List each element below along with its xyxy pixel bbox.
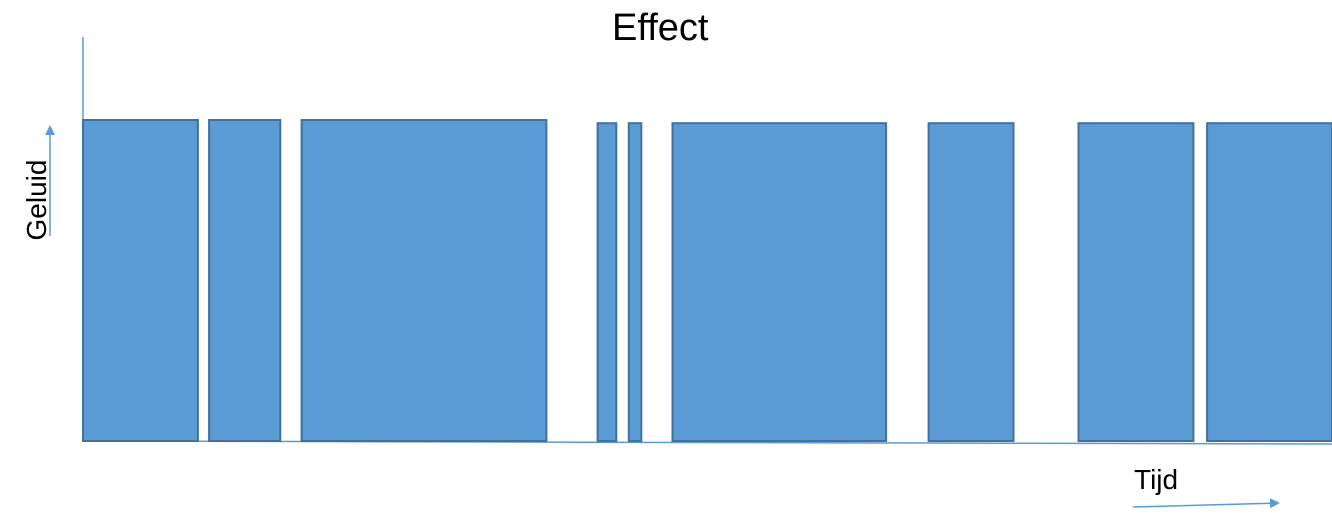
x-axis-line [82, 440, 1332, 445]
bar-1 [82, 119, 199, 442]
bar-3 [300, 119, 548, 442]
y-axis-label: Geluid [21, 159, 52, 241]
bar-8 [1077, 122, 1195, 442]
bars [82, 119, 1332, 442]
bar-5 [627, 122, 643, 442]
x-axis-label: Tijd [1134, 464, 1179, 495]
x-direction-arrow [1132, 498, 1280, 509]
bar-4 [596, 122, 618, 442]
bar-6 [671, 122, 888, 442]
bar-2 [208, 119, 282, 442]
bar-9 [1206, 122, 1332, 442]
chart-title: Effect [612, 7, 709, 49]
bar-7 [927, 122, 1015, 442]
